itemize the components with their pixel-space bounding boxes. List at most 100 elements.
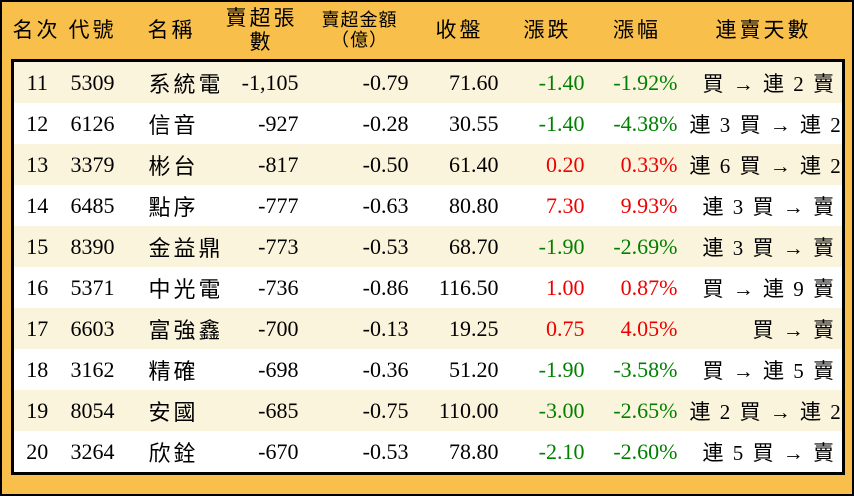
stock-name-cell: 精確 [124,349,219,390]
stock-code-cell: 6603 [60,308,125,349]
net-sell-volume-cell: -736 [218,267,305,308]
change-percent-cell: -4.38% [590,103,684,144]
consecutive-sell-days-cell: 連 3 買 → 賣 [683,226,844,267]
rank-cell: 18 [12,349,61,390]
table-row: 18 3162 精確 -698 -0.36 51.20 -1.90 -3.58%… [12,349,844,390]
stock-name-cell: 信音 [124,103,219,144]
change-cell: -1.90 [504,226,591,267]
consecutive-sell-days-cell: 買 → 賣 [683,308,844,349]
change-cell: -1.90 [504,349,591,390]
rank-cell: 17 [12,308,61,349]
rank-cell: 19 [12,390,61,431]
change-cell: -1.40 [504,103,591,144]
net-sell-volume-cell: -927 [218,103,305,144]
net-sell-volume-cell: -700 [218,308,305,349]
stock-code-cell: 6485 [60,185,125,226]
change-percent-cell: 0.87% [590,267,684,308]
change-percent-cell: 0.33% [590,144,684,185]
table-wrapper: 名次 代號 名稱 賣超張數 賣超金額 （億） 收盤 漲跌 漲幅 連賣天數 11 … [11,2,845,475]
stock-code-cell: 5309 [60,60,125,103]
table-row: 17 6603 富強鑫 -700 -0.13 19.25 0.75 4.05% … [12,308,844,349]
table-body: 11 5309 系統電 -1,105 -0.79 71.60 -1.40 -1.… [12,60,844,474]
close-price-cell: 110.00 [414,390,505,431]
consecutive-sell-days-cell: 連 6 買 → 連 2 賣 [683,144,844,185]
table-row: 12 6126 信音 -927 -0.28 30.55 -1.40 -4.38%… [12,103,844,144]
change-percent-cell: -2.60% [590,431,684,474]
header-code: 代號 [68,17,117,42]
net-sell-amount-cell: -0.28 [304,103,415,144]
net-sell-amount-cell: -0.53 [304,226,415,267]
rank-cell: 14 [12,185,61,226]
consecutive-sell-days-cell: 買 → 連 9 賣 [683,267,844,308]
change-cell: -1.40 [504,60,591,103]
change-percent-cell: -1.92% [590,60,684,103]
table-row: 14 6485 點序 -777 -0.63 80.80 7.30 9.93% 連… [12,185,844,226]
stock-code-cell: 3379 [60,144,125,185]
header-net-sell-amount: 賣超金額 （億） [305,2,415,61]
stock-code-cell: 8054 [60,390,125,431]
rank-cell: 11 [12,60,61,103]
change-percent-cell: 4.05% [590,308,684,349]
stock-name-cell: 金益鼎 [124,226,219,267]
rank-cell: 12 [12,103,61,144]
net-sell-volume-cell: -685 [218,390,305,431]
close-price-cell: 51.20 [414,349,505,390]
table-row: 16 5371 中光電 -736 -0.86 116.50 1.00 0.87%… [12,267,844,308]
header-net-sell-volume: 賣超張數 [225,6,298,54]
consecutive-sell-days-cell: 買 → 連 2 賣 [683,60,844,103]
rank-cell: 15 [12,226,61,267]
change-percent-cell: -2.69% [590,226,684,267]
change-cell: 0.20 [504,144,591,185]
net-sell-amount-cell: -0.53 [304,431,415,474]
change-cell: 0.75 [504,308,591,349]
net-sell-volume-cell: -777 [218,185,305,226]
header-net-sell-amount-line1: 賣超金額 [321,9,398,30]
table-row: 19 8054 安國 -685 -0.75 110.00 -3.00 -2.65… [12,390,844,431]
header-net-sell-amount-line2: （億） [331,29,388,50]
net-sell-amount-cell: -0.13 [304,308,415,349]
net-sell-amount-cell: -0.63 [304,185,415,226]
change-cell: 7.30 [504,185,591,226]
table-row: 11 5309 系統電 -1,105 -0.79 71.60 -1.40 -1.… [12,60,844,103]
consecutive-sell-days-cell: 連 3 買 → 連 2 賣 [683,103,844,144]
close-price-cell: 30.55 [414,103,505,144]
table-header: 名次 代號 名稱 賣超張數 賣超金額 （億） 收盤 漲跌 漲幅 連賣天數 [13,2,844,61]
stock-name-cell: 富強鑫 [124,308,219,349]
net-sell-ranking-table: 名次 代號 名稱 賣超張數 賣超金額 （億） 收盤 漲跌 漲幅 連賣天數 11 … [11,2,845,475]
consecutive-sell-days-cell: 買 → 連 5 賣 [683,349,844,390]
stock-code-cell: 6126 [60,103,125,144]
header-rank: 名次 [12,17,61,42]
consecutive-sell-days-cell: 連 3 買 → 賣 [683,185,844,226]
consecutive-sell-days-cell: 連 5 買 → 賣 [683,431,844,474]
change-cell: -3.00 [504,390,591,431]
consecutive-sell-days-cell: 連 2 買 → 連 2 賣 [683,390,844,431]
net-sell-amount-cell: -0.79 [304,60,415,103]
change-cell: -2.10 [504,431,591,474]
table-row: 13 3379 彬台 -817 -0.50 61.40 0.20 0.33% 連… [12,144,844,185]
rank-cell: 13 [12,144,61,185]
stock-name-cell: 點序 [124,185,219,226]
header-change: 漲跌 [523,17,572,42]
net-sell-volume-cell: -817 [218,144,305,185]
table-row: 20 3264 欣銓 -670 -0.53 78.80 -2.10 -2.60%… [12,431,844,474]
stock-name-cell: 欣銓 [124,431,219,474]
close-price-cell: 61.40 [414,144,505,185]
header-close: 收盤 [435,17,484,42]
stock-code-cell: 3162 [60,349,125,390]
close-price-cell: 116.50 [414,267,505,308]
stock-code-cell: 3264 [60,431,125,474]
change-percent-cell: -2.65% [590,390,684,431]
stock-name-cell: 中光電 [124,267,219,308]
close-price-cell: 19.25 [414,308,505,349]
net-sell-volume-cell: -773 [218,226,305,267]
net-sell-amount-cell: -0.86 [304,267,415,308]
close-price-cell: 71.60 [414,60,505,103]
stock-code-cell: 8390 [60,226,125,267]
stock-name-cell: 系統電 [124,60,219,103]
header-consecutive-sell-days: 連賣天數 [715,17,812,42]
net-sell-amount-cell: -0.50 [304,144,415,185]
change-percent-cell: -3.58% [590,349,684,390]
close-price-cell: 68.70 [414,226,505,267]
stock-name-cell: 彬台 [124,144,219,185]
